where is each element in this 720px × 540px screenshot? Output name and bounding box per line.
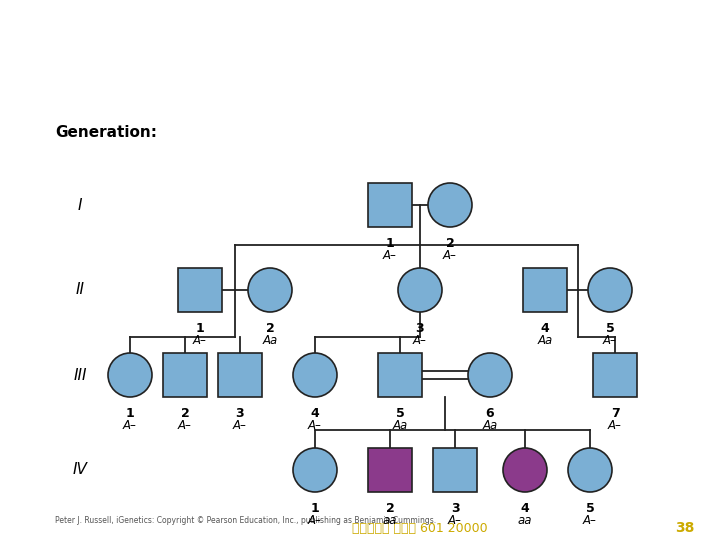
Ellipse shape [428, 183, 472, 227]
Text: aa: aa [518, 514, 532, 527]
Text: A–: A– [193, 334, 207, 347]
Bar [523, 268, 567, 312]
Ellipse shape [108, 353, 152, 397]
Text: IV: IV [73, 462, 87, 477]
Text: 4: 4 [521, 502, 529, 515]
Text: 6: 6 [486, 407, 495, 420]
Text: A–: A– [308, 419, 322, 432]
Ellipse shape [503, 448, 547, 492]
Text: II: II [76, 282, 84, 298]
Text: A–: A– [413, 334, 427, 347]
Bar [378, 353, 422, 397]
Text: A–: A– [443, 249, 457, 262]
Text: 3: 3 [235, 407, 244, 420]
Bar [218, 353, 262, 397]
Ellipse shape [293, 353, 337, 397]
Bar [433, 448, 477, 492]
Text: 3: 3 [415, 322, 424, 335]
Ellipse shape [568, 448, 612, 492]
Text: 5: 5 [585, 502, 595, 515]
Text: Aa: Aa [392, 419, 408, 432]
Text: 38: 38 [675, 521, 695, 535]
Text: aa: aa [383, 514, 397, 527]
Text: Peter J. Russell, iGenetics: Copyright © Pearson Education, Inc., publishing as : Peter J. Russell, iGenetics: Copyright ©… [55, 516, 436, 525]
Bar [593, 353, 637, 397]
Text: Aa: Aa [482, 419, 498, 432]
Text: A–: A– [383, 249, 397, 262]
Text: 3: 3 [451, 502, 459, 515]
Text: 4: 4 [541, 322, 549, 335]
Bar [163, 353, 207, 397]
Text: A–: A– [583, 514, 597, 527]
Text: 1: 1 [386, 237, 395, 250]
Text: Aa: Aa [262, 334, 278, 347]
Text: A–: A– [123, 419, 137, 432]
Text: 5: 5 [395, 407, 405, 420]
Text: Generation:: Generation: [55, 125, 157, 140]
Ellipse shape [248, 268, 292, 312]
Text: 2: 2 [266, 322, 274, 335]
Ellipse shape [293, 448, 337, 492]
Text: A–: A– [603, 334, 617, 347]
Text: A–: A– [308, 514, 322, 527]
Text: Aa: Aa [537, 334, 553, 347]
Text: 2: 2 [386, 502, 395, 515]
Text: Fig. 10.17  Example of a human pedigree: Fig. 10.17 Example of a human pedigree [13, 20, 315, 35]
Text: I: I [78, 198, 82, 213]
Ellipse shape [398, 268, 442, 312]
Ellipse shape [588, 268, 632, 312]
Text: 2: 2 [181, 407, 189, 420]
Text: 1: 1 [125, 407, 135, 420]
Text: 4: 4 [310, 407, 320, 420]
Text: 台大農藝系 遺傳學 601 20000: 台大農藝系 遺傳學 601 20000 [352, 522, 488, 535]
Text: 1: 1 [310, 502, 320, 515]
Text: 7: 7 [611, 407, 619, 420]
Bar [368, 448, 412, 492]
Text: A–: A– [448, 514, 462, 527]
Text: A–: A– [178, 419, 192, 432]
Text: 5: 5 [606, 322, 614, 335]
Bar [178, 268, 222, 312]
Ellipse shape [468, 353, 512, 397]
Text: 1: 1 [196, 322, 204, 335]
Bar [368, 183, 412, 227]
Text: A–: A– [608, 419, 622, 432]
Text: 2: 2 [446, 237, 454, 250]
Text: A–: A– [233, 419, 247, 432]
Text: III: III [73, 368, 86, 382]
